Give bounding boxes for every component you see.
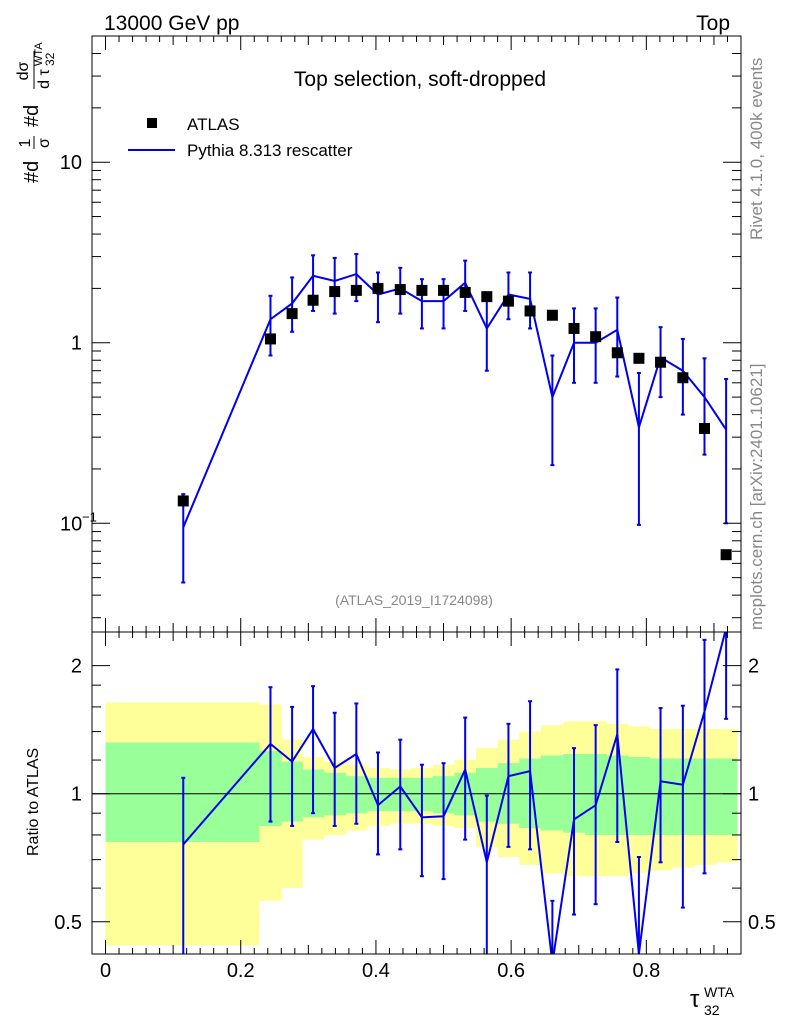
x-tick-label: 0.4	[362, 960, 390, 982]
atlas-data-point	[633, 352, 645, 364]
atlas-data-point	[394, 284, 406, 296]
analysis-watermark: (ATLAS_2019_I1724098)	[335, 592, 493, 608]
main-plot-title: Top selection, soft-dropped	[294, 68, 546, 91]
ylabel-frac2-num: dσ	[15, 61, 32, 80]
ratio-plot-xlabel: τ WTA 32	[690, 984, 735, 1018]
x-tick-label: 0.8	[632, 960, 660, 982]
uncertainty-band-inner	[715, 758, 738, 835]
ylabel-prefix2: #d	[21, 105, 43, 127]
y-tick-label-right: 2	[748, 656, 759, 678]
legend-pythia-label: Pythia 8.313 rescatter	[187, 141, 353, 160]
mcplots-reference-text: mcplots.cern.ch [arXiv:2401.10621]	[747, 364, 766, 630]
ratio-plot-panel: 0 0.2 0.4 0.6 0.8 0.5 0.5 1 1 2 2 Ratio to ATLAS τ…	[25, 631, 776, 1018]
header-left-text: 13000 GeV pp	[104, 12, 239, 35]
y-tick-label-exponent: −1	[82, 509, 97, 524]
y-tick-label: 1	[71, 333, 82, 355]
atlas-data-point	[502, 295, 514, 307]
xlabel-base: τ	[690, 986, 700, 1013]
atlas-data-point	[698, 423, 710, 435]
main-plot-marks	[177, 253, 732, 584]
rivet-version-text: Rivet 4.1.0, 400k events	[747, 58, 766, 240]
atlas-data-point	[655, 356, 667, 368]
x-tick-label: 0	[100, 960, 111, 982]
ylabel-sup: WTA	[33, 42, 45, 66]
atlas-data-point	[438, 284, 450, 296]
ratio-plot-marks	[92, 632, 741, 954]
ratio-plot-ylabel: Ratio to ATLAS	[25, 748, 42, 856]
atlas-data-point	[481, 291, 493, 303]
ylabel-frac2-den: d τ	[36, 68, 53, 88]
atlas-data-point	[372, 282, 384, 294]
atlas-data-point	[568, 322, 580, 334]
atlas-data-point	[264, 333, 276, 345]
x-tick-label: 0.2	[227, 960, 255, 982]
y-tick-label: 2	[71, 656, 82, 678]
atlas-data-point	[329, 286, 341, 298]
y-tick-label: 0.5	[54, 912, 82, 934]
uncertainty-band-inner	[540, 755, 564, 831]
y-tick-label: 1	[71, 784, 82, 806]
y-tick-label: 10	[60, 513, 82, 535]
legend-atlas-label: ATLAS	[187, 115, 240, 134]
atlas-data-point	[611, 347, 623, 359]
y-tick-label-right: 1	[748, 784, 759, 806]
atlas-data-point	[286, 308, 298, 320]
legend-atlas-marker	[147, 118, 157, 128]
xlabel-sup: WTA	[704, 984, 735, 1000]
y-tick-label-right: 0.5	[748, 912, 776, 934]
xlabel-sub: 32	[704, 1002, 720, 1018]
ylabel-frac1-num: 1	[17, 138, 34, 147]
pythia-line	[182, 272, 727, 528]
x-tick-label: 0.6	[497, 960, 525, 982]
atlas-data-point	[416, 284, 428, 296]
atlas-data-point	[307, 294, 319, 306]
legend: ATLAS Pythia 8.313 rescatter	[128, 115, 353, 160]
atlas-data-point	[590, 331, 602, 343]
atlas-data-point	[350, 284, 362, 296]
uncertainty-band-inner	[628, 756, 651, 835]
atlas-data-point	[177, 495, 189, 507]
ylabel-sub: 32	[43, 52, 57, 66]
atlas-data-point	[720, 549, 732, 561]
atlas-data-point	[459, 286, 471, 298]
ylabel-frac1-den: σ	[36, 138, 53, 148]
atlas-data-point	[546, 309, 558, 321]
ylabel-prefix: #d	[21, 161, 43, 183]
header-right-text: Top	[696, 12, 730, 35]
ratio-pythia-line	[182, 632, 727, 954]
y-tick-label: 10	[60, 152, 82, 174]
atlas-data-point	[524, 305, 536, 317]
atlas-data-point	[677, 372, 689, 384]
main-plot-ylabel: #d 1 σ #d dσ d τ 32 WTA	[15, 42, 57, 183]
ratio-plot-axes: 0 0.2 0.4 0.6 0.8 0.5 0.5 1 1 2 2	[54, 632, 776, 982]
